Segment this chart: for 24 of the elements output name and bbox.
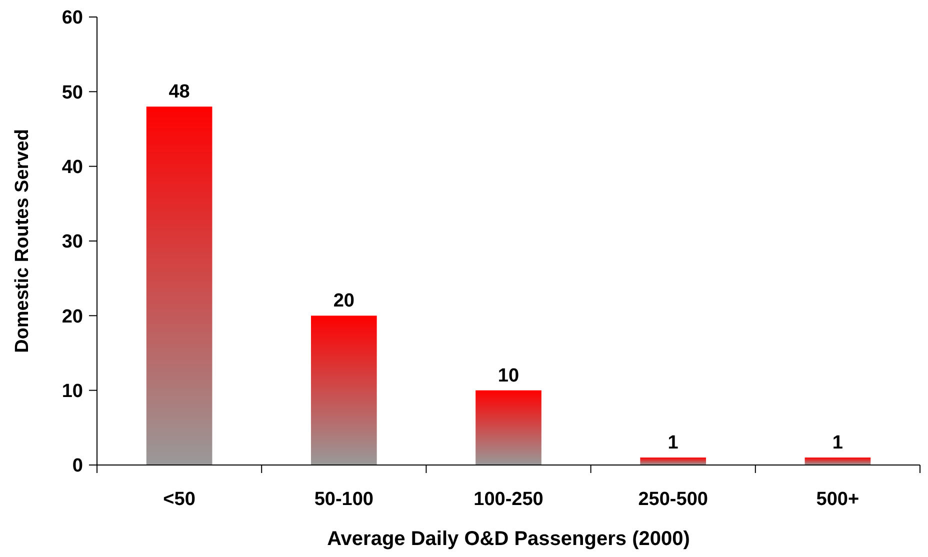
y-tick-label: 30	[62, 232, 83, 253]
bar	[476, 390, 542, 465]
data-label: 20	[333, 290, 354, 312]
bar	[146, 106, 212, 465]
y-tick-label: 50	[62, 82, 83, 104]
bar	[640, 458, 706, 465]
data-label: 10	[498, 365, 520, 386]
y-tick-label: 0	[72, 456, 83, 477]
x-tick-label: 250-500	[638, 489, 708, 510]
y-tick-label: 40	[62, 156, 83, 178]
x-tick-label: 100-250	[474, 489, 544, 510]
x-tick-label: <50	[163, 489, 196, 510]
x-tick-label: 50-100	[314, 489, 374, 510]
x-axis-title: Average Daily O&D Passengers (2000)	[327, 528, 690, 550]
data-label: 48	[168, 82, 190, 103]
data-label: 1	[668, 432, 679, 454]
data-label: 1	[832, 432, 844, 454]
y-tick-label: 10	[62, 380, 83, 402]
x-tick-label: 500+	[816, 489, 860, 510]
bar	[310, 316, 377, 465]
y-axis-title: Domestic Routes Served	[12, 129, 33, 353]
y-tick-label: 60	[62, 8, 83, 29]
bar	[804, 458, 871, 465]
y-tick-label: 20	[62, 306, 83, 328]
